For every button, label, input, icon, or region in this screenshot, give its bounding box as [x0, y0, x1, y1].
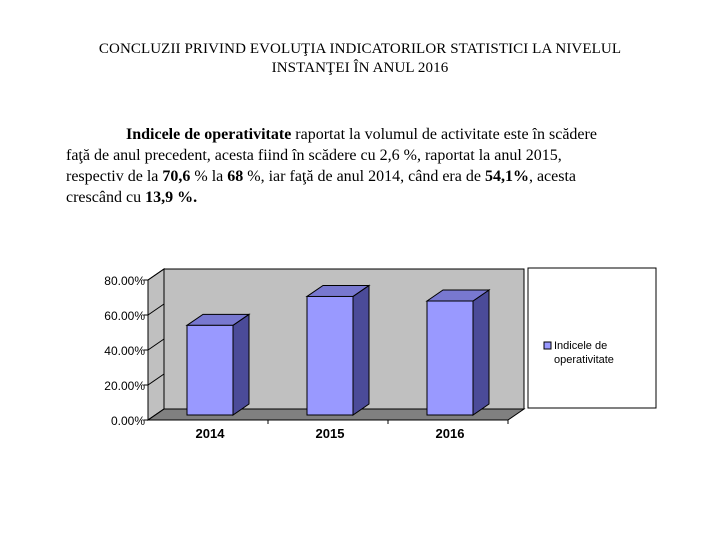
paragraph-text: respectiv de la: [66, 168, 163, 185]
legend-label-line-2: operativitate: [554, 354, 614, 366]
y-axis-tick-label: 20.00%: [104, 379, 145, 393]
chart-legend-box: [527, 267, 657, 409]
y-axis-tick-label: 60.00%: [104, 309, 145, 323]
paragraph-line-1: Indicele de operativitate raportat la vo…: [66, 124, 676, 145]
paragraph-line-4: crescând cu 13,9 %.: [66, 187, 676, 208]
growth-value: 13,9 %.: [145, 189, 198, 206]
bar-side-2014: [232, 313, 250, 416]
value-2014: 54,1%: [484, 168, 529, 185]
y-axis-tick-label: 40.00%: [104, 344, 145, 358]
paragraph-text: %, iar faţă de anul 2014, când era de: [243, 168, 485, 185]
paragraph-text: % la: [190, 168, 228, 185]
page-title: CONCLUZII PRIVIND EVOLUŢIA INDICATORILOR…: [40, 40, 680, 78]
bar-side-2015: [352, 284, 370, 416]
legend-label-line-1: Indicele de: [554, 340, 607, 352]
legend-swatch: [543, 341, 552, 350]
paragraph-text: crescând cu: [66, 189, 146, 206]
bar-2015: [306, 295, 354, 416]
x-axis-label-2014: 2014: [196, 426, 226, 441]
title-line-2: INSTANŢEI ÎN ANUL 2016: [271, 60, 449, 76]
y-axis-gridline-side: [147, 373, 165, 386]
indicator-name: Indicele de operativitate: [126, 126, 292, 143]
x-axis-label-2015: 2015: [316, 426, 345, 441]
summary-paragraph: Indicele de operativitate raportat la vo…: [66, 124, 676, 208]
x-axis-label-2016: 2016: [436, 426, 465, 441]
bar-side-2016: [472, 289, 490, 416]
title-line-1: CONCLUZII PRIVIND EVOLUŢIA INDICATORILOR…: [98, 41, 622, 57]
bar-2014: [186, 324, 234, 416]
y-axis-gridline-side: [147, 338, 165, 351]
y-axis-gridline-side: [147, 408, 165, 421]
y-axis-tick-label: 0.00%: [111, 414, 145, 428]
y-axis-gridline-side: [147, 303, 165, 316]
paragraph-line-2: faţă de anul precedent, acesta fiind în …: [66, 147, 562, 164]
value-2016: 68: [227, 168, 244, 185]
paragraph-text: , acesta: [528, 168, 577, 185]
y-axis-tick-label: 80.00%: [104, 274, 145, 288]
paragraph-text: raportat la volumul de activitate este î…: [291, 126, 597, 143]
value-2015: 70,6: [162, 168, 191, 185]
paragraph-line-3: respectiv de la 70,6 % la 68 %, iar faţă…: [66, 166, 676, 187]
bar-2016: [426, 300, 474, 416]
y-axis-gridline-side: [147, 268, 165, 281]
